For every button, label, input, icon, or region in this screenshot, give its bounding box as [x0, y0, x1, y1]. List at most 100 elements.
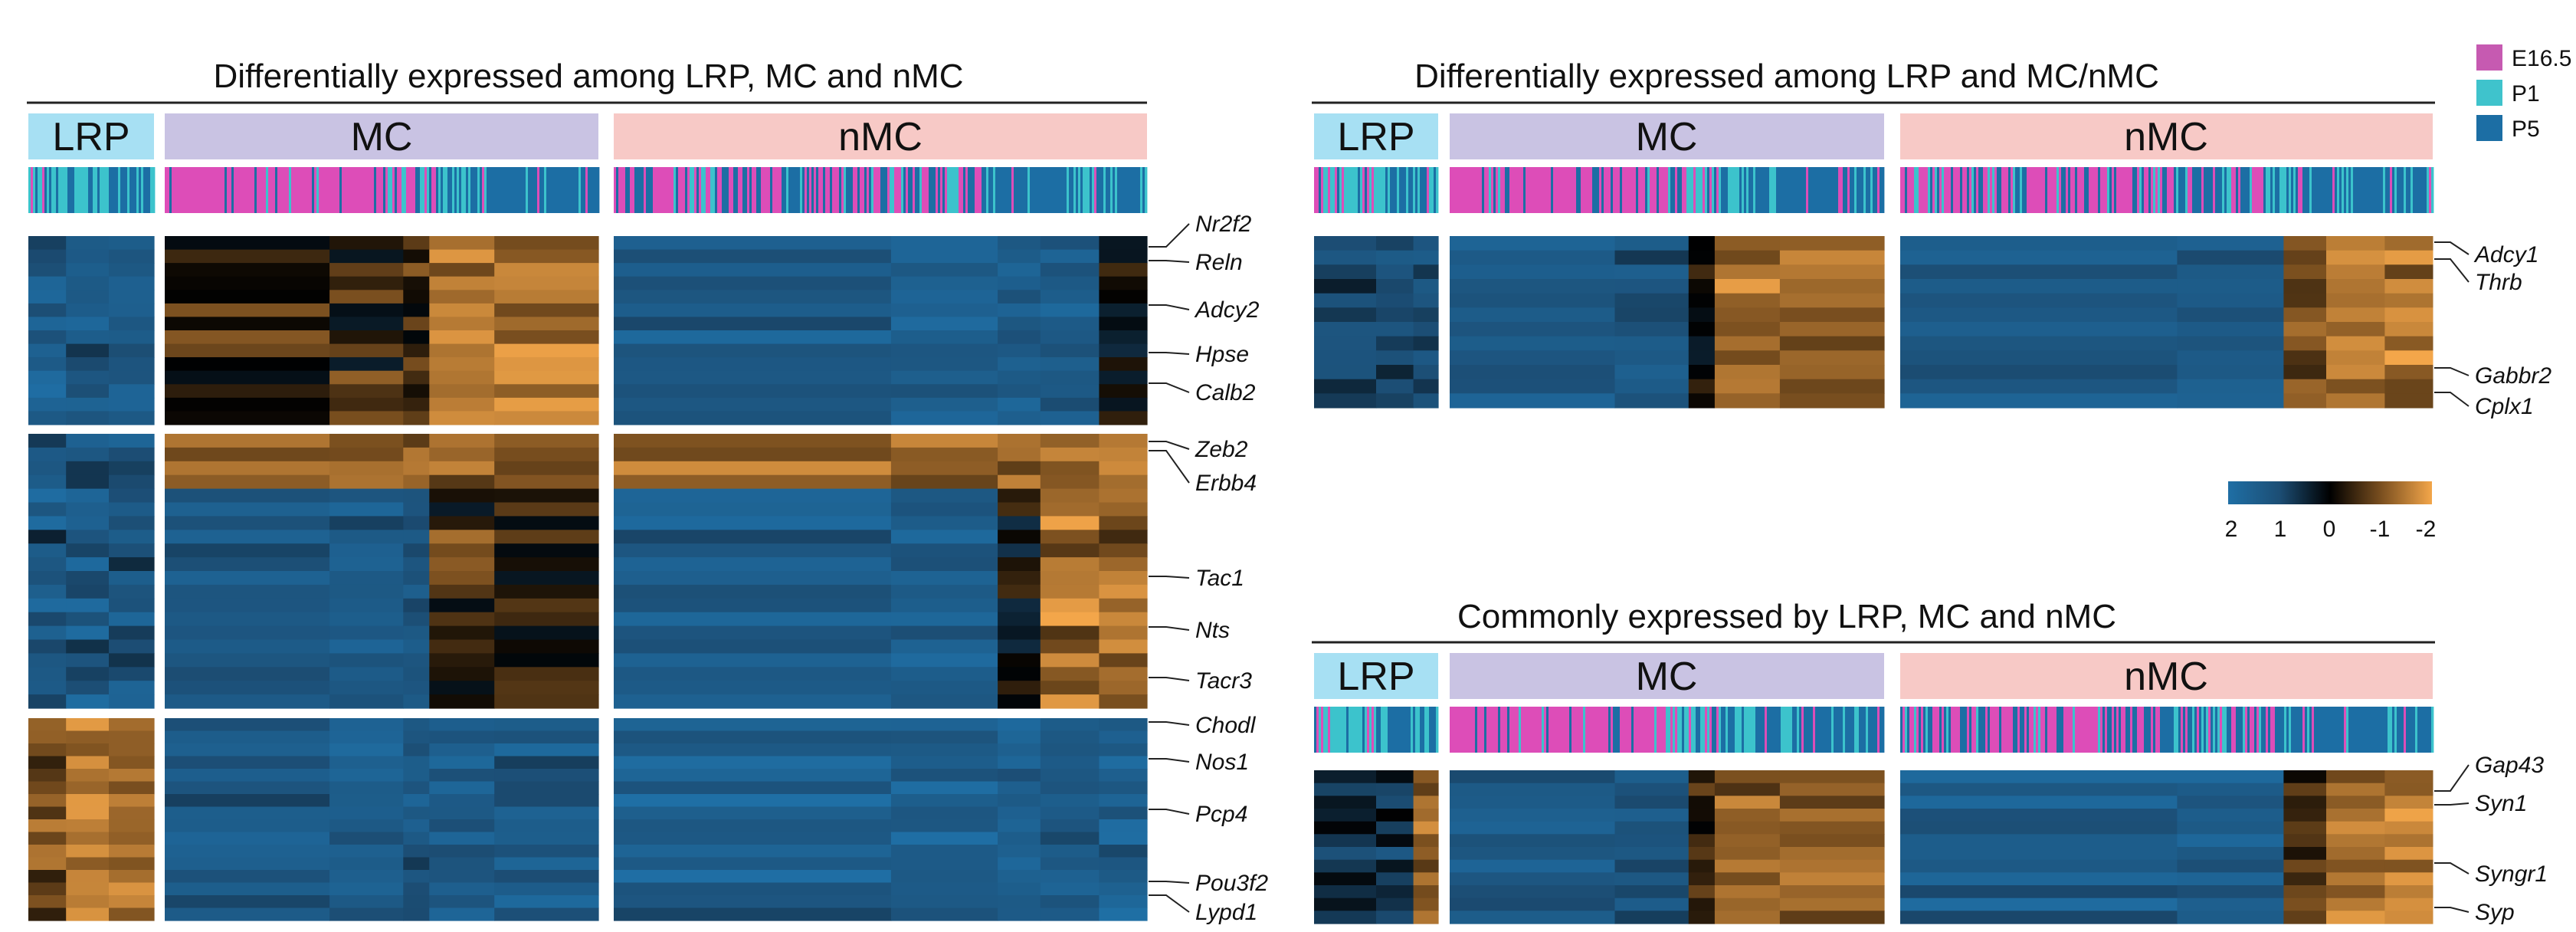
heatmap-cell [2384, 322, 2433, 337]
stage-cell [2362, 167, 2365, 213]
stage-cell [459, 167, 462, 213]
stage-cell [1457, 167, 1460, 213]
stage-cell [646, 167, 649, 213]
stage-cell [2321, 167, 2324, 213]
stage-cell [2397, 167, 2400, 213]
stage-cell [673, 167, 677, 213]
heatmap-cell [1900, 336, 2178, 351]
stage-cell [1905, 707, 1908, 753]
stage-cell [319, 167, 322, 213]
stage-cell [1774, 167, 1777, 213]
heatmap-cell [1314, 898, 1377, 911]
heatmap-cell [28, 530, 67, 544]
heatmap-cell [165, 681, 330, 695]
heatmap-cell [329, 488, 404, 504]
stage-cell [1928, 707, 1931, 753]
heatmap-cell [1688, 911, 1716, 924]
stage-cell [167, 167, 170, 213]
stage-cell [644, 167, 647, 213]
stage-cell [754, 167, 757, 213]
stage-cell [818, 167, 821, 213]
stage-cell [595, 167, 598, 213]
heatmap-cell [614, 571, 892, 586]
stage-cell [864, 167, 867, 213]
heatmap-cell [2326, 898, 2385, 911]
stage-cell [1523, 707, 1526, 753]
stage-cell [1555, 707, 1558, 753]
stage-cell [406, 167, 409, 213]
stage-cell [1484, 167, 1487, 213]
stage-cell [2066, 707, 2069, 753]
stage-cell [2171, 707, 2175, 753]
stage-cell [2105, 707, 2108, 753]
heatmap-cell [494, 895, 599, 909]
heatmap-cell [890, 718, 998, 732]
heatmap-cell [1314, 365, 1377, 380]
heatmap-cell [329, 474, 404, 490]
stage-cell [648, 167, 651, 213]
heatmap-cell [998, 769, 1041, 783]
heatmap-cell [1413, 872, 1439, 886]
stage-cell [2270, 707, 2273, 753]
stage-cell [1942, 707, 1945, 753]
stage-cell [1668, 707, 1671, 753]
stage-cell [1907, 167, 1910, 213]
stage-cell [546, 167, 549, 213]
stage-cell [1767, 167, 1770, 213]
heatmap-cell [28, 370, 67, 385]
stage-cell [33, 167, 36, 213]
heatmap-cell [109, 907, 155, 921]
stage-cell [1542, 707, 1545, 753]
stage-cell [1866, 167, 1869, 213]
heatmap-cell [403, 317, 430, 331]
heatmap-cell [2283, 834, 2327, 848]
heatmap-cell [1714, 250, 1781, 265]
heatmap-cell [1314, 307, 1377, 323]
stage-cell [954, 167, 957, 213]
stage-cell [438, 167, 441, 213]
stage-cell [2052, 167, 2055, 213]
heatmap-cell [429, 557, 495, 572]
stage-cell [2374, 707, 2377, 753]
stage-cell [307, 167, 310, 213]
heatmap-cell [998, 236, 1041, 251]
stage-cell [1767, 707, 1770, 753]
heatmap-cell [890, 357, 998, 372]
stage-cell [1532, 167, 1535, 213]
stage-cell [940, 167, 943, 213]
heatmap-block [165, 434, 599, 709]
heatmap-cell [165, 667, 330, 681]
stage-cell [1808, 707, 1811, 753]
leader-line [1149, 441, 1190, 450]
stage-cell [1654, 167, 1657, 213]
stage-cell [651, 167, 654, 213]
stage-cell [2388, 167, 2391, 213]
stage-cell [2263, 707, 2266, 753]
stage-cell [392, 167, 395, 213]
heatmap-cell [1099, 461, 1148, 476]
stage-cell [1765, 707, 1768, 753]
stage-cell [759, 167, 762, 213]
heatmap-cell [998, 434, 1041, 448]
heatmap-cell [1450, 336, 1616, 351]
stage-cell [618, 167, 621, 213]
stage-cell [1537, 167, 1540, 213]
stage-cell [1053, 167, 1056, 213]
heatmap-cell [28, 447, 67, 462]
stage-cell [1709, 707, 1712, 753]
stage-cell [887, 167, 890, 213]
stage-cell [2107, 707, 2110, 753]
stage-cell [2319, 167, 2322, 213]
stage-cell [597, 167, 600, 213]
stage-cell [878, 167, 881, 213]
legend-label-p5: P5 [2512, 116, 2540, 142]
heatmap-cell [1099, 502, 1148, 517]
stage-cell [1960, 167, 1963, 213]
stage-cell [1381, 167, 1384, 213]
panel-3: Commonly expressed by LRP, MC and nMC LR… [1312, 598, 2435, 699]
heatmap-cell [429, 397, 495, 412]
heatmap-cell [329, 819, 404, 833]
stage-cell [296, 167, 299, 213]
stage-cell [1509, 707, 1512, 753]
stage-cell [2351, 167, 2354, 213]
